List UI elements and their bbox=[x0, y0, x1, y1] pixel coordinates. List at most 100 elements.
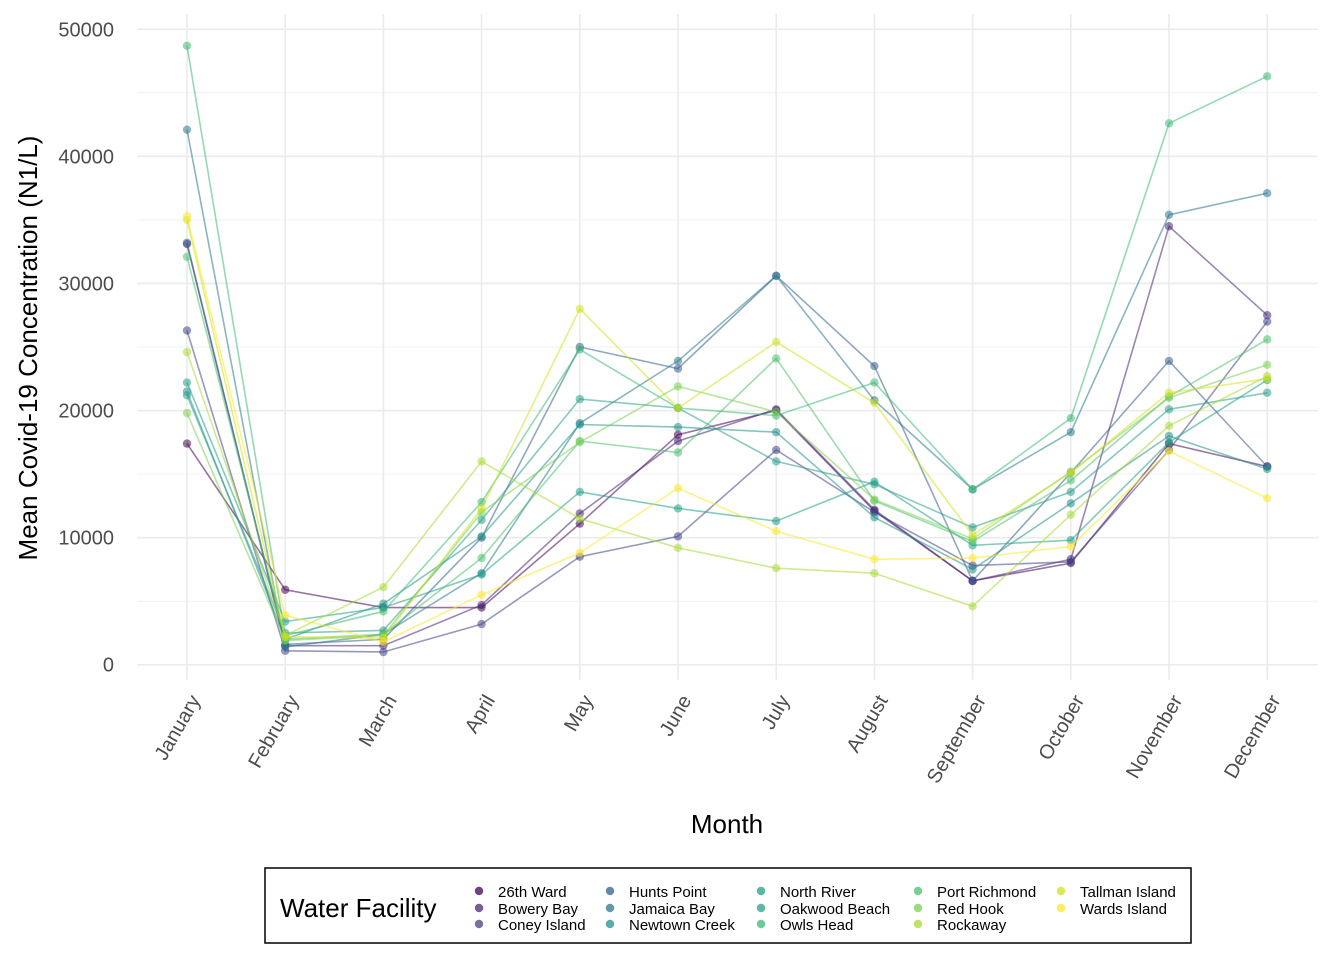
data-point bbox=[182, 41, 192, 50]
x-tick-label: May bbox=[560, 692, 598, 736]
data-point bbox=[182, 391, 192, 400]
data-point bbox=[673, 403, 683, 413]
data-point bbox=[379, 607, 388, 616]
data-point bbox=[1164, 431, 1174, 441]
data-point bbox=[1164, 421, 1174, 431]
legend-label: Wards Island bbox=[1080, 901, 1167, 918]
legend-key bbox=[913, 903, 923, 913]
data-point bbox=[182, 326, 192, 335]
data-point bbox=[1164, 438, 1174, 447]
legend-label: Oakwood Beach bbox=[780, 901, 890, 918]
data-point bbox=[968, 523, 977, 532]
data-point bbox=[477, 570, 486, 579]
data-point bbox=[968, 576, 977, 586]
data-point bbox=[772, 516, 781, 526]
legend-item: Rockaway bbox=[913, 917, 1007, 934]
data-point bbox=[1066, 476, 1076, 485]
data-point bbox=[772, 271, 781, 281]
y-axis-ticks: 0 10000 20000 30000 40000 50000 bbox=[58, 19, 114, 676]
legend-label: Jamaica Bay bbox=[629, 901, 715, 918]
legend-label: Coney Island bbox=[498, 917, 586, 934]
data-point bbox=[575, 345, 584, 354]
series-owls-head bbox=[182, 41, 1272, 640]
legend-item: Coney Island bbox=[474, 917, 586, 934]
legend-key bbox=[605, 903, 615, 913]
data-point bbox=[281, 632, 290, 641]
data-point bbox=[1066, 557, 1076, 566]
series-line bbox=[186, 45, 1268, 637]
legend-box bbox=[264, 867, 1192, 944]
series-line bbox=[186, 242, 1268, 646]
data-point bbox=[1164, 447, 1174, 456]
data-point bbox=[673, 483, 683, 493]
legend-label: Port Richmond bbox=[937, 884, 1036, 901]
x-axis-title: Month bbox=[691, 809, 763, 839]
data-point bbox=[968, 602, 977, 611]
data-point bbox=[870, 569, 879, 578]
legend-key bbox=[474, 919, 484, 929]
data-point bbox=[870, 398, 879, 408]
data-point bbox=[673, 543, 683, 553]
series-port-richmond bbox=[182, 252, 1272, 644]
series-line bbox=[186, 129, 1268, 648]
legend-item: Oakwood Beach bbox=[756, 901, 890, 918]
data-point bbox=[1263, 189, 1272, 198]
data-point bbox=[673, 532, 683, 541]
data-point bbox=[575, 304, 584, 314]
data-point bbox=[870, 513, 879, 522]
data-point bbox=[182, 347, 192, 357]
y-tick-label: 0 bbox=[103, 655, 114, 677]
series-line bbox=[186, 379, 1268, 623]
legend-label: Bowery Bay bbox=[498, 901, 579, 918]
data-point bbox=[1164, 388, 1174, 397]
data-point bbox=[870, 555, 879, 564]
data-point bbox=[477, 590, 486, 600]
data-point bbox=[673, 430, 683, 439]
x-tick-label: August bbox=[843, 691, 893, 756]
series-layer bbox=[182, 41, 1272, 657]
data-point bbox=[1263, 464, 1272, 474]
legend-label: Red Hook bbox=[937, 901, 1004, 918]
data-point bbox=[772, 527, 781, 536]
data-point bbox=[575, 438, 584, 447]
data-point bbox=[870, 378, 879, 387]
data-point bbox=[379, 583, 388, 592]
legend-item: Port Richmond bbox=[913, 884, 1036, 901]
y-axis-title: Mean Covid-19 Concentration (N1/L) bbox=[13, 136, 43, 561]
legend-item: Wards Island bbox=[1056, 901, 1167, 918]
data-point bbox=[477, 457, 486, 466]
x-tick-label: February bbox=[244, 692, 303, 772]
legend-item: Red Hook bbox=[913, 901, 1004, 918]
legend-item: Jamaica Bay bbox=[605, 901, 715, 918]
data-point bbox=[772, 445, 781, 455]
data-point bbox=[772, 354, 781, 363]
data-point bbox=[673, 382, 683, 391]
data-point bbox=[870, 495, 879, 504]
data-point bbox=[1066, 468, 1076, 478]
series-line bbox=[186, 392, 1268, 634]
data-point bbox=[575, 394, 584, 404]
data-point bbox=[1263, 317, 1272, 326]
legend-label: Tallman Island bbox=[1080, 884, 1176, 901]
y-tick-label: 50000 bbox=[58, 19, 114, 41]
data-point bbox=[673, 356, 683, 366]
series-line bbox=[186, 351, 1268, 637]
legend-key bbox=[474, 903, 484, 913]
legend-label: Owls Head bbox=[780, 917, 853, 934]
data-point bbox=[968, 530, 977, 540]
legend-label: Rockaway bbox=[937, 917, 1007, 934]
data-point bbox=[477, 600, 486, 610]
y-tick-label: 10000 bbox=[58, 528, 114, 550]
x-tick-label: January bbox=[151, 692, 206, 765]
data-point bbox=[673, 504, 683, 513]
legend-key bbox=[605, 919, 615, 929]
series-jamaica-bay bbox=[182, 125, 1272, 652]
legend-key bbox=[913, 886, 923, 896]
series-wards-island bbox=[182, 211, 1272, 647]
data-point bbox=[575, 548, 584, 558]
data-point bbox=[870, 361, 879, 371]
x-tick-label: July bbox=[758, 692, 795, 734]
data-point bbox=[182, 252, 192, 261]
x-tick-label: March bbox=[355, 692, 402, 751]
data-point bbox=[772, 337, 781, 347]
